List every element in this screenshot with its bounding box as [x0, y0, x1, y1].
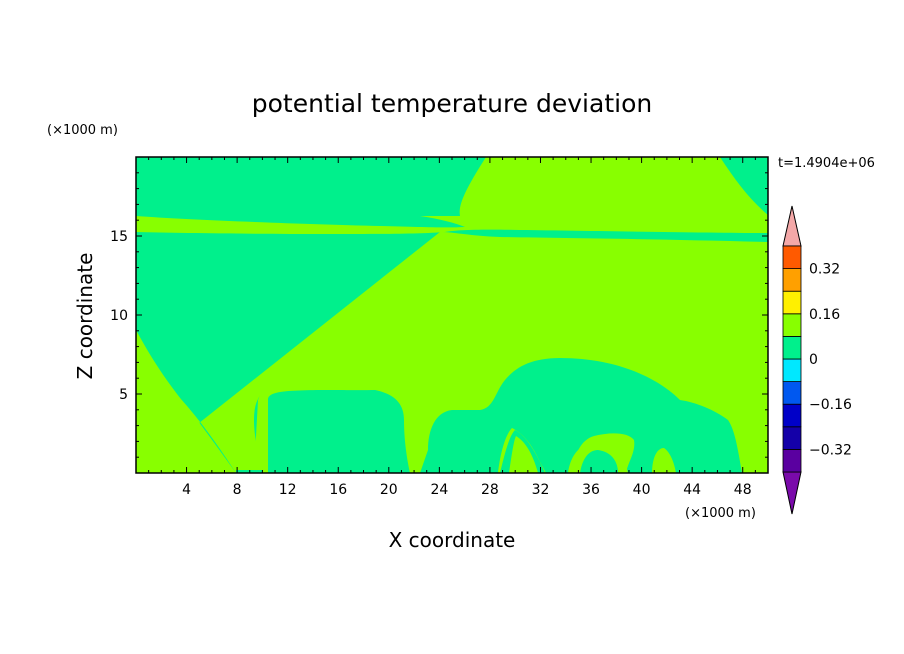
x-axis-label: X coordinate	[389, 528, 516, 552]
colorbar-segment	[782, 381, 802, 405]
colorbar-over-triangle	[782, 205, 802, 247]
x-tick-label: 4	[182, 482, 191, 498]
x-tick-label: 20	[380, 482, 398, 498]
x-tick-label: 36	[582, 482, 600, 498]
contour-region-main	[136, 232, 768, 473]
colorbar-label: −0.16	[809, 397, 852, 413]
contour-region-upper-band	[136, 157, 768, 234]
contour-region-bottom-right-cells-2	[509, 436, 538, 473]
colorbar-segment	[782, 245, 802, 270]
colorbar-segment	[782, 358, 802, 383]
x-tick-label: 44	[683, 482, 701, 498]
x-tick-label: 12	[279, 482, 297, 498]
y-axis: 5 10 15	[110, 172, 768, 458]
x-tick-label: 40	[633, 482, 651, 498]
contour-region-bottom-bumps	[206, 458, 382, 473]
contour-field	[135, 156, 769, 474]
y-tick-label: 5	[119, 387, 128, 403]
y-tick-label: 10	[110, 308, 128, 324]
x-tick-label: 24	[430, 482, 448, 498]
chart-title: potential temperature deviation	[252, 89, 652, 118]
colorbar-segment	[782, 313, 802, 337]
y-axis-label: Z coordinate	[73, 253, 97, 380]
contour-region-left-wedge	[136, 330, 236, 473]
colorbar-under-triangle	[782, 471, 802, 515]
x-axis: 4 8 12 16 20 24 28 32 36 40 44 48	[148, 157, 756, 498]
x-tick-label: 8	[233, 482, 242, 498]
colorbar-segment	[782, 290, 802, 315]
colorbar-label: 0.16	[809, 307, 840, 323]
time-label: t=1.4904e+06	[778, 156, 875, 171]
colorbar: 0.32 0.16 0 −0.16 −0.32	[782, 205, 852, 515]
colorbar-segment	[782, 335, 802, 360]
x-tick-label: 48	[734, 482, 752, 498]
colorbar-segment	[782, 403, 802, 428]
y-tick-label: 15	[110, 229, 128, 245]
x-tick-label: 16	[329, 482, 347, 498]
contour-region-bottom-cells-4	[580, 450, 618, 473]
colorbar-label: −0.32	[809, 442, 852, 458]
colorbar-segment	[782, 448, 802, 473]
z-axis-unit: (×1000 m)	[47, 123, 118, 138]
x-axis-unit: (×1000 m)	[685, 506, 756, 521]
x-tick-label: 32	[532, 482, 550, 498]
colorbar-segment	[782, 426, 802, 450]
colorbar-label: 0	[809, 352, 818, 368]
colorbar-segment	[782, 268, 802, 292]
x-tick-label: 28	[481, 482, 499, 498]
colorbar-label: 0.32	[809, 262, 840, 278]
